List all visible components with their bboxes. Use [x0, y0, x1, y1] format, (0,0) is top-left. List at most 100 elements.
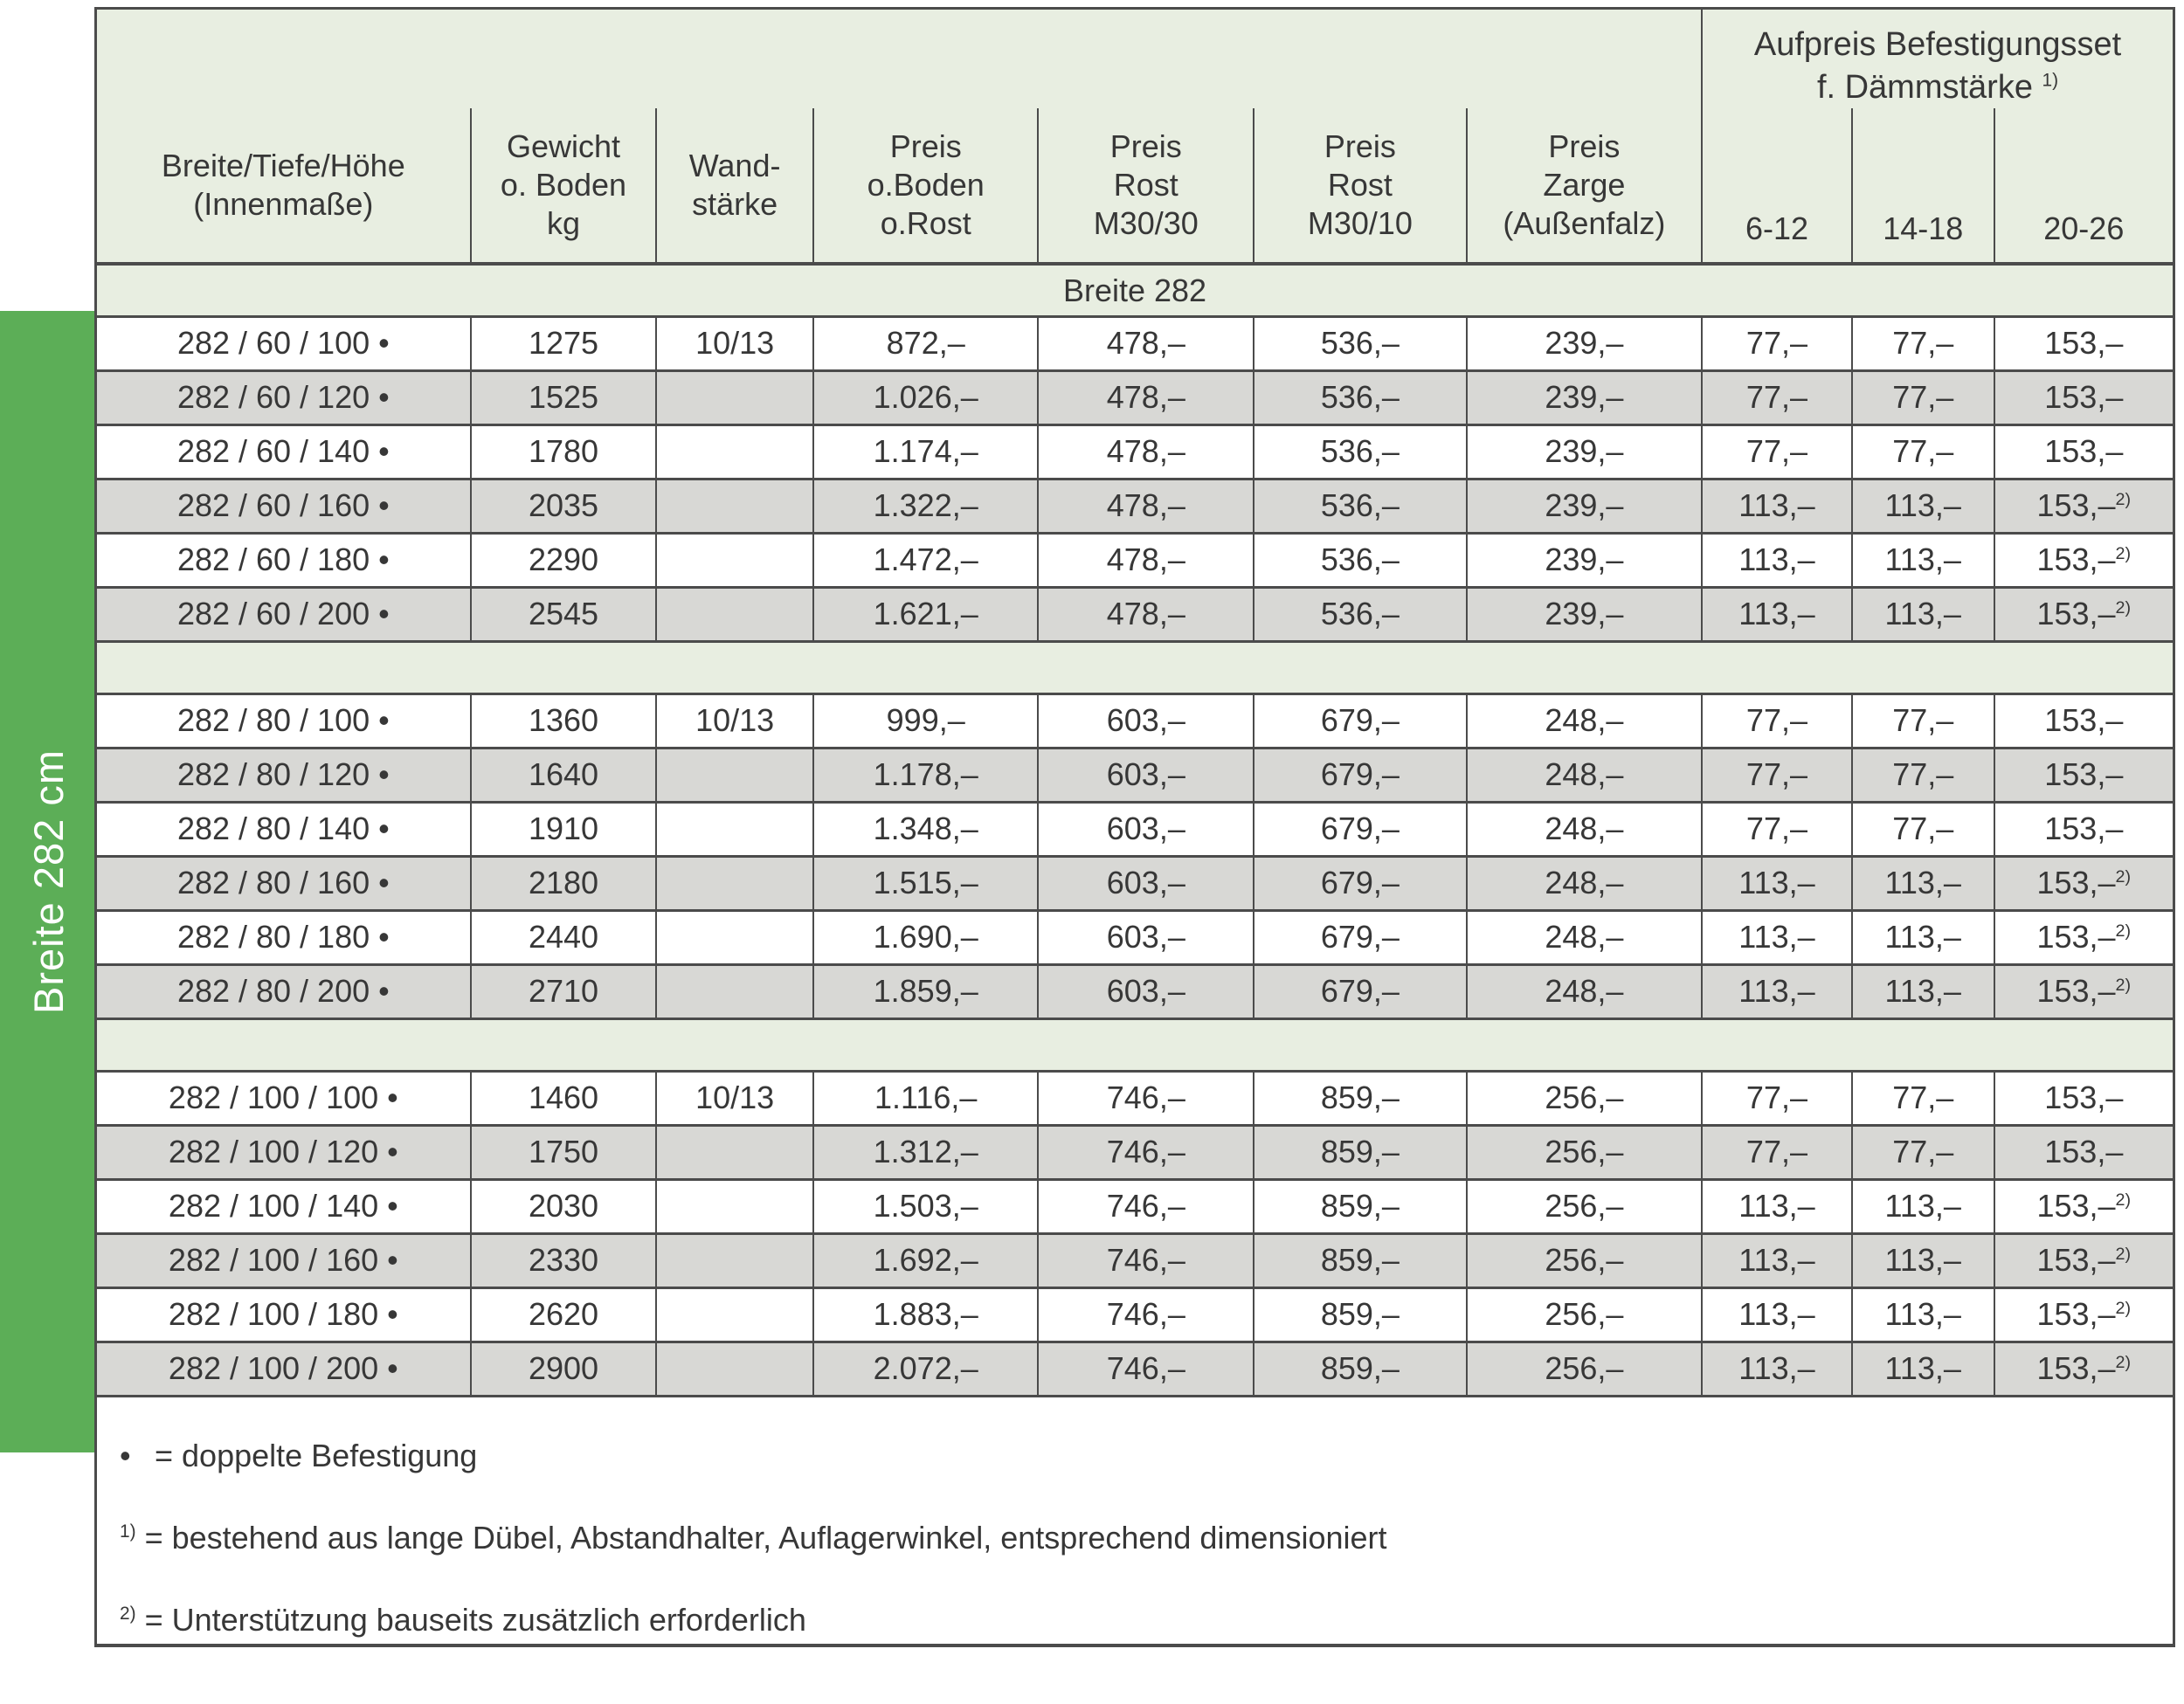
- cell: 679,–: [1253, 748, 1467, 804]
- cell: 859,–: [1253, 1342, 1467, 1397]
- cell: 1.515,–: [812, 856, 1039, 912]
- cell: 282 / 80 / 120 •: [97, 748, 471, 804]
- cell: 859,–: [1253, 1071, 1467, 1127]
- table-row: 282 / 60 / 120 • 1525 1.026,– 478,– 536,– 239…: [97, 370, 2173, 426]
- cell: 248,–: [1465, 856, 1703, 912]
- cell: 536,–: [1253, 316, 1467, 372]
- column-header-daemm-14-18: 14-18: [1850, 108, 1994, 266]
- cell: 282 / 80 / 200 •: [97, 964, 471, 1020]
- column-header-price-rost-m3010: Preis Rost M30/10: [1253, 108, 1467, 266]
- cell: 1360: [469, 693, 657, 749]
- cell: 113,–: [1701, 587, 1852, 643]
- cell: 478,–: [1037, 316, 1254, 372]
- footnote-text: = bestehend aus lange Dübel, Abstandhalt…: [135, 1519, 1387, 1556]
- cell: 536,–: [1253, 479, 1467, 535]
- table-row: 282 / 60 / 180 • 2290 1.472,– 478,– 536,– 239…: [97, 533, 2173, 589]
- cell: 113,–: [1850, 964, 1994, 1020]
- cell: 1.348,–: [812, 802, 1039, 858]
- cell: 746,–: [1037, 1071, 1254, 1127]
- cell: 679,–: [1253, 802, 1467, 858]
- cell: 746,–: [1037, 1287, 1254, 1343]
- column-header-row: Breite/Tiefe/Höhe (Innenmaße) Gewicht o.…: [97, 108, 2173, 266]
- spacer-cell: [97, 641, 2173, 695]
- table-body: Breite 282 282 / 60 / 100 • 1275 10/13 872,…: [97, 264, 2173, 1397]
- cell: 1780: [469, 424, 657, 480]
- cell: 1.174,–: [812, 424, 1039, 480]
- cell: 536,–: [1253, 424, 1467, 480]
- footnote-marker: 2): [120, 1603, 136, 1624]
- cell: 239,–: [1465, 479, 1703, 535]
- cell: 113,–: [1701, 910, 1852, 966]
- cell: 113,–: [1850, 533, 1994, 589]
- cell: 603,–: [1037, 748, 1254, 804]
- cell: 77,–: [1850, 316, 1994, 372]
- cell: 2710: [469, 964, 657, 1020]
- cell: 859,–: [1253, 1125, 1467, 1181]
- cell: 113,–: [1850, 1342, 1994, 1397]
- cell: 239,–: [1465, 533, 1703, 589]
- cell: 113,–: [1701, 1287, 1852, 1343]
- cell: 153,–: [1993, 1125, 2173, 1181]
- cell: 282 / 100 / 140 •: [97, 1179, 471, 1235]
- cell: [655, 1179, 813, 1235]
- cell: 77,–: [1850, 424, 1994, 480]
- cell: 113,–: [1701, 964, 1852, 1020]
- cell: 282 / 60 / 160 •: [97, 479, 471, 535]
- footnote-line: • = doppelte Befestigung: [120, 1438, 2173, 1474]
- cell: 282 / 80 / 100 •: [97, 693, 471, 749]
- cell: 603,–: [1037, 964, 1254, 1020]
- cell: 77,–: [1850, 1125, 1994, 1181]
- cell: 478,–: [1037, 370, 1254, 426]
- table-row: 282 / 80 / 100 • 1360 10/13 999,– 603,– 679,–…: [97, 693, 2173, 749]
- cell: 153,–2): [1993, 587, 2173, 643]
- cell: [655, 910, 813, 966]
- cell: 1750: [469, 1125, 657, 1181]
- cell: 1.621,–: [812, 587, 1039, 643]
- cell: 153,–2): [1993, 1342, 2173, 1397]
- cell: 113,–: [1850, 1287, 1994, 1343]
- footnote-marker: 1): [120, 1521, 136, 1542]
- cell: 282 / 60 / 200 •: [97, 587, 471, 643]
- cell: 153,–: [1993, 693, 2173, 749]
- cell: 256,–: [1465, 1287, 1703, 1343]
- cell: 872,–: [812, 316, 1039, 372]
- cell: 679,–: [1253, 964, 1467, 1020]
- table-row: 282 / 100 / 120 • 1750 1.312,– 746,– 859,– 25…: [97, 1125, 2173, 1181]
- cell: 282 / 60 / 120 •: [97, 370, 471, 426]
- cell: 256,–: [1465, 1342, 1703, 1397]
- cell: 113,–: [1850, 910, 1994, 966]
- cell: 153,–: [1993, 424, 2173, 480]
- cell: 153,–2): [1993, 1287, 2173, 1343]
- table-row: 282 / 80 / 180 • 2440 1.690,– 603,– 679,– 248…: [97, 910, 2173, 966]
- table-row: 282 / 80 / 140 • 1910 1.348,– 603,– 679,– 248…: [97, 802, 2173, 858]
- cell: 77,–: [1850, 370, 1994, 426]
- table-row: 282 / 100 / 180 • 2620 1.883,– 746,– 859,– 25…: [97, 1287, 2173, 1343]
- cell: 1.026,–: [812, 370, 1039, 426]
- cell: 77,–: [1701, 693, 1852, 749]
- cell: 478,–: [1037, 587, 1254, 643]
- cell: 239,–: [1465, 316, 1703, 372]
- cell: 113,–: [1850, 479, 1994, 535]
- cell: 239,–: [1465, 370, 1703, 426]
- cell: 603,–: [1037, 802, 1254, 858]
- cell: 746,–: [1037, 1125, 1254, 1181]
- cell: 1460: [469, 1071, 657, 1127]
- cell: 256,–: [1465, 1125, 1703, 1181]
- group-sidebar: Breite 282 cm: [0, 311, 96, 1452]
- cell: 282 / 100 / 120 •: [97, 1125, 471, 1181]
- cell: 10/13: [655, 1071, 813, 1127]
- cell: 1.312,–: [812, 1125, 1039, 1181]
- cell: [655, 856, 813, 912]
- cell: 77,–: [1701, 370, 1852, 426]
- cell: 248,–: [1465, 802, 1703, 858]
- cell: 113,–: [1701, 533, 1852, 589]
- cell: 113,–: [1701, 856, 1852, 912]
- cell: 603,–: [1037, 910, 1254, 966]
- cell: 746,–: [1037, 1342, 1254, 1397]
- footnotes-area: • = doppelte Befestigung 1) = bestehend a…: [97, 1397, 2173, 1644]
- cell: 153,–: [1993, 370, 2173, 426]
- cell: 77,–: [1701, 424, 1852, 480]
- header-spacer-cell: [97, 10, 1703, 109]
- cell: 1.690,–: [812, 910, 1039, 966]
